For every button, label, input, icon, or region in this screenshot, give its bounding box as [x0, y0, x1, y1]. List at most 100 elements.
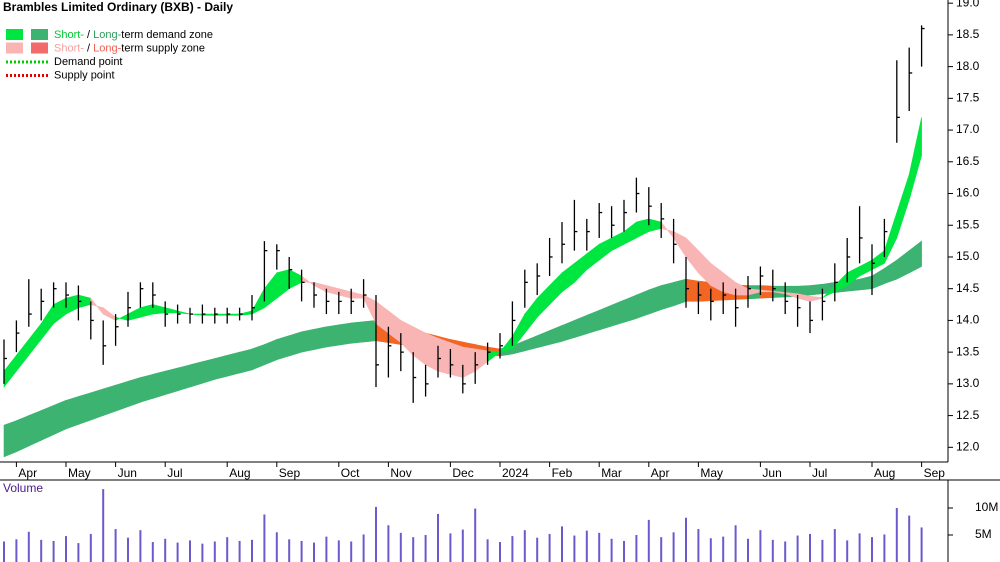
long-term-zone — [660, 281, 674, 311]
short-term-zone — [648, 218, 662, 232]
short-term-zone — [90, 297, 104, 315]
x-tick-label: Jun — [762, 466, 781, 480]
long-term-zone — [574, 314, 588, 338]
x-tick-label: May — [68, 466, 91, 480]
long-term-zone — [189, 361, 203, 388]
legend-text: Short- — [54, 42, 84, 54]
long-term-zone — [90, 388, 104, 421]
long-term-zone — [239, 348, 253, 374]
short-term-zone — [536, 284, 550, 318]
x-tick-label: Sep — [924, 466, 946, 480]
short-term-zone — [636, 218, 650, 239]
long-term-zone — [685, 278, 699, 302]
long-term-zone — [16, 415, 30, 453]
short-term-zone — [102, 307, 116, 321]
short-term-zone — [611, 231, 625, 252]
short-term-zone — [276, 269, 290, 299]
long-term-zone — [102, 384, 116, 417]
short-term-zone — [462, 346, 476, 379]
long-term-zone — [301, 328, 315, 353]
short-term-zone — [598, 237, 612, 261]
y-tick-label: 15.5 — [956, 217, 980, 231]
x-tick-label: Feb — [552, 466, 573, 480]
x-tick-label: Aug — [229, 466, 250, 480]
short-term-zone — [400, 319, 414, 357]
long-term-zone — [338, 322, 352, 346]
short-term-zone — [524, 297, 538, 334]
x-tick-label: Dec — [452, 466, 473, 480]
long-term-zone — [598, 304, 612, 331]
long-term-zone — [65, 396, 79, 430]
long-term-zone — [536, 330, 550, 349]
legend-text: Long- — [93, 29, 121, 41]
x-tick-label: Apr — [18, 466, 37, 480]
y-tick-label: 17.5 — [956, 91, 980, 105]
short-term-zone — [685, 237, 699, 274]
short-term-zone — [698, 249, 712, 287]
y-tick-label: 12.0 — [956, 439, 980, 453]
long-term-zone — [884, 259, 898, 285]
x-tick-label: Jul — [167, 466, 182, 480]
short-term-zone — [65, 294, 79, 315]
short-term-zone — [425, 332, 439, 372]
long-term-zone — [524, 335, 538, 352]
long-term-zone — [53, 399, 67, 436]
short-term-zone — [437, 337, 451, 375]
legend-label: Short- / Long-term supply zone — [54, 42, 205, 54]
short-term-zone — [474, 348, 488, 372]
x-tick-label: Nov — [390, 466, 411, 480]
short-term-zone — [152, 304, 166, 315]
legend-swatch — [6, 29, 23, 40]
y-tick-label: 18.0 — [956, 59, 980, 73]
short-term-zone — [660, 221, 674, 239]
short-term-zone — [871, 250, 885, 271]
legend-label: Demand point — [54, 56, 123, 68]
y-tick-label: 10M — [975, 500, 998, 514]
x-tick-label: Sep — [279, 466, 301, 480]
long-term-zone — [313, 326, 327, 350]
short-term-zone — [115, 313, 129, 321]
long-term-zone — [251, 344, 265, 371]
short-term-zone — [40, 303, 54, 341]
legend-swatch — [31, 42, 48, 54]
x-tick-label: Aug — [874, 466, 895, 480]
y-tick-label: 16.0 — [956, 186, 980, 200]
long-term-zone — [350, 321, 364, 344]
short-term-zone — [164, 307, 178, 314]
short-term-zone — [140, 304, 154, 318]
short-term-zone — [326, 285, 340, 296]
legend-text: / — [84, 42, 93, 54]
y-tick-label: 17.0 — [956, 122, 980, 136]
y-tick-label: 15.0 — [956, 249, 980, 263]
legend-text: Supply point — [54, 69, 115, 81]
long-term-zone — [115, 380, 129, 412]
x-tick-label: Mar — [601, 466, 622, 480]
long-term-zone — [908, 240, 922, 274]
long-term-zone — [586, 309, 600, 335]
short-term-zone — [3, 354, 17, 388]
long-term-zone — [40, 404, 54, 441]
y-tick-label: 14.0 — [956, 313, 980, 327]
long-term-zone — [636, 289, 650, 319]
x-tick-label: Jun — [118, 466, 137, 480]
short-term-zone — [722, 272, 736, 296]
short-term-zone — [350, 291, 364, 299]
short-term-zone — [301, 275, 315, 287]
long-term-zone — [896, 250, 910, 280]
long-term-zone — [673, 278, 687, 307]
long-term-zone — [809, 283, 823, 296]
short-term-zone — [450, 342, 464, 378]
y-tick-label: 13.5 — [956, 344, 980, 358]
long-term-zone — [28, 410, 42, 447]
short-term-zone — [623, 221, 637, 245]
long-term-zone — [871, 267, 885, 290]
y-tick-label: 18.5 — [956, 27, 980, 41]
legend-swatch — [6, 42, 23, 54]
short-term-zone — [586, 243, 600, 271]
short-term-zone — [859, 259, 873, 277]
long-term-zone — [648, 285, 662, 315]
y-tick-label: 16.5 — [956, 154, 980, 168]
short-term-zone — [574, 253, 588, 284]
legend-swatch — [31, 29, 48, 40]
